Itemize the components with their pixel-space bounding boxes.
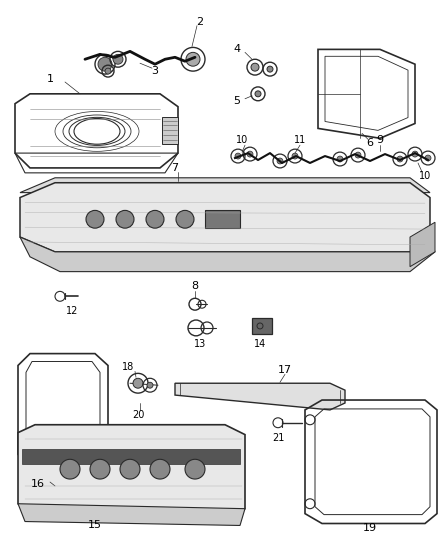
Circle shape <box>255 91 261 97</box>
Polygon shape <box>18 425 245 519</box>
Circle shape <box>277 158 283 164</box>
Text: 21: 21 <box>272 433 284 442</box>
Circle shape <box>247 151 253 157</box>
Circle shape <box>150 459 170 479</box>
Polygon shape <box>20 178 430 192</box>
Text: 13: 13 <box>194 339 206 349</box>
Text: 20: 20 <box>132 410 144 420</box>
Circle shape <box>355 152 361 158</box>
Text: 5: 5 <box>233 96 240 106</box>
Text: 1: 1 <box>46 74 53 84</box>
Circle shape <box>60 459 80 479</box>
Circle shape <box>337 156 343 162</box>
Text: 6: 6 <box>367 138 374 148</box>
Text: 10: 10 <box>236 135 248 146</box>
Polygon shape <box>18 504 245 526</box>
Circle shape <box>235 153 241 159</box>
Text: 14: 14 <box>254 339 266 349</box>
Text: 12: 12 <box>66 306 78 316</box>
Circle shape <box>133 378 143 388</box>
Text: 16: 16 <box>31 479 45 489</box>
Text: 15: 15 <box>88 520 102 530</box>
Circle shape <box>113 54 123 64</box>
Circle shape <box>425 155 431 161</box>
Circle shape <box>292 153 298 159</box>
Text: 10: 10 <box>419 171 431 181</box>
Text: 11: 11 <box>294 135 306 146</box>
Text: 17: 17 <box>278 366 292 375</box>
Text: 3: 3 <box>152 66 159 76</box>
Circle shape <box>176 211 194 228</box>
Text: 2: 2 <box>196 17 204 27</box>
Text: 19: 19 <box>363 523 377 533</box>
Circle shape <box>90 459 110 479</box>
Text: 4: 4 <box>233 44 240 54</box>
Polygon shape <box>20 237 435 272</box>
Circle shape <box>86 211 104 228</box>
Circle shape <box>120 459 140 479</box>
Circle shape <box>116 211 134 228</box>
Circle shape <box>185 459 205 479</box>
Circle shape <box>412 151 418 157</box>
FancyBboxPatch shape <box>162 117 178 144</box>
FancyBboxPatch shape <box>22 449 240 464</box>
Circle shape <box>397 156 403 162</box>
Polygon shape <box>410 222 435 266</box>
Text: 9: 9 <box>376 135 384 146</box>
Circle shape <box>105 68 111 74</box>
Text: 8: 8 <box>191 281 198 292</box>
FancyBboxPatch shape <box>252 318 272 334</box>
Text: 7: 7 <box>171 163 179 173</box>
Polygon shape <box>175 383 345 410</box>
Circle shape <box>186 52 200 66</box>
Circle shape <box>146 211 164 228</box>
Text: 18: 18 <box>122 362 134 373</box>
FancyBboxPatch shape <box>205 211 240 228</box>
Polygon shape <box>20 183 430 252</box>
Circle shape <box>267 66 273 72</box>
Circle shape <box>251 63 259 71</box>
Circle shape <box>98 57 112 71</box>
Circle shape <box>147 382 153 388</box>
